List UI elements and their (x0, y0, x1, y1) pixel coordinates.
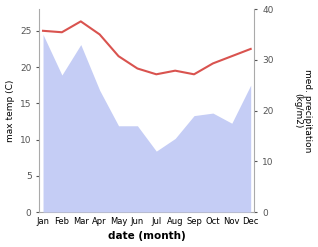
Y-axis label: med. precipitation
(kg/m2): med. precipitation (kg/m2) (293, 69, 313, 152)
X-axis label: date (month): date (month) (108, 231, 186, 242)
Y-axis label: max temp (C): max temp (C) (5, 79, 15, 142)
